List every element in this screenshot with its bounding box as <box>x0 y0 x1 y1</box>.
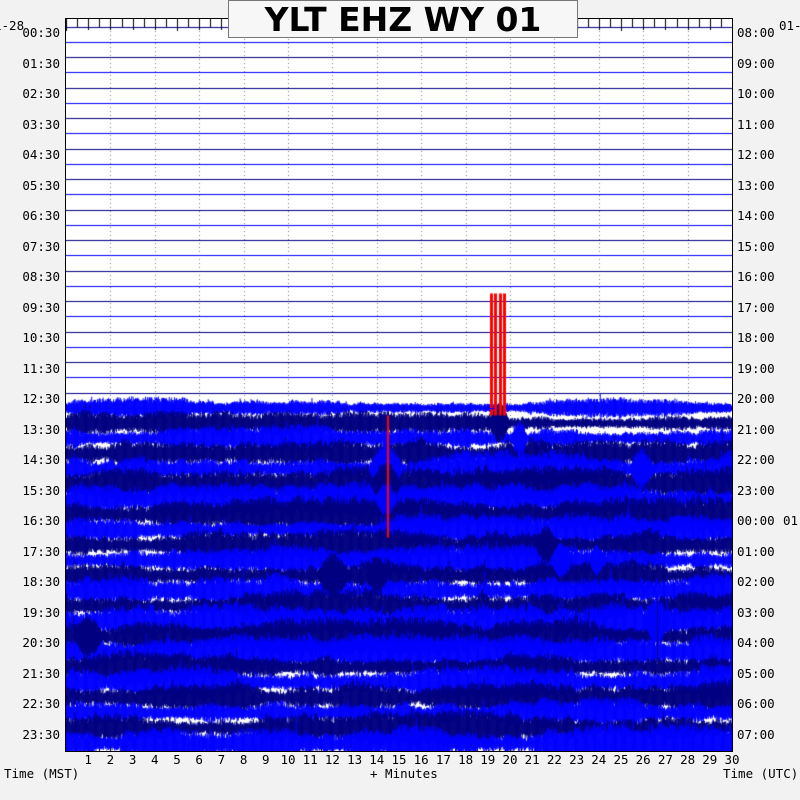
minute-tick-label: 2 <box>106 752 115 767</box>
right-time-label: 20:00 <box>737 391 775 407</box>
left-time-label: 09:30 <box>22 299 60 315</box>
minute-tick-label: 22 <box>546 752 562 767</box>
minute-tick-label: 3 <box>128 752 137 767</box>
left-time-label: 05:30 <box>22 177 60 193</box>
right-time-label: 07:00 <box>737 726 775 742</box>
left-time-label: 01:30 <box>22 55 60 71</box>
left-time-label: 06:30 <box>22 208 60 224</box>
minute-tick-label: 16 <box>413 752 429 767</box>
left-time-label: 14:30 <box>22 452 60 468</box>
chart-title: YLT EHZ WY 01 <box>264 0 542 39</box>
minute-tick-label: 20 <box>502 752 518 767</box>
right-time-label: 19:00 <box>737 360 775 376</box>
minute-tick-label: 4 <box>151 752 159 767</box>
right-time-label: 03:00 <box>737 604 775 620</box>
minute-tick-label: 18 <box>458 752 474 767</box>
right-time-label: 09:00 <box>737 55 775 71</box>
minute-tick-label: 1 <box>84 752 92 767</box>
right-time-label: 17:00 <box>737 299 775 315</box>
minute-tick-label: 29 <box>702 752 718 767</box>
left-time-label: 23:30 <box>22 726 60 742</box>
axis-caption-utc: Time (UTC) <box>723 766 799 781</box>
left-time-label: 03:30 <box>22 116 60 132</box>
minute-tick-label: 10 <box>280 752 296 767</box>
right-time-label: 23:00 <box>737 482 775 498</box>
minute-tick-label: 26 <box>635 752 651 767</box>
left-time-label: 02:30 <box>22 86 60 102</box>
minute-tick-label: 27 <box>657 752 673 767</box>
minute-tick-label: 13 <box>347 752 363 767</box>
right-time-label: 06:00 <box>737 696 775 712</box>
right-time-label: 01:00 <box>737 543 775 559</box>
left-time-label: 13:30 <box>22 421 60 437</box>
left-time-label: 15:30 <box>22 482 60 498</box>
right-time-label: 00:00 <box>737 513 775 529</box>
minute-tick-label: 12 <box>324 752 340 767</box>
right-time-label: 22:00 <box>737 452 775 468</box>
right-time-label: 02:00 <box>737 574 775 590</box>
right-time-label: 05:00 <box>737 665 775 681</box>
minute-tick-label: 7 <box>217 752 226 767</box>
left-time-label: 18:30 <box>22 574 60 590</box>
left-time-label: 21:30 <box>22 665 60 681</box>
left-time-label: 22:30 <box>22 696 60 712</box>
left-time-label: 12:30 <box>22 391 60 407</box>
date-rollover-label: 01-29 <box>783 513 800 529</box>
minute-tick-label: 23 <box>569 752 585 767</box>
left-time-label: 20:30 <box>22 635 60 651</box>
left-time-label: 17:30 <box>22 543 60 559</box>
left-time-label: 04:30 <box>22 147 60 163</box>
right-time-label: 21:00 <box>737 421 775 437</box>
minute-tick-label: 5 <box>173 752 181 767</box>
left-time-label: 07:30 <box>22 238 60 254</box>
minute-tick-label: 8 <box>239 752 248 767</box>
right-time-label: 08:00 <box>737 25 775 41</box>
axis-caption-minutes: + Minutes <box>370 766 438 781</box>
seismogram-canvas <box>66 19 732 751</box>
right-time-label: 15:00 <box>737 238 775 254</box>
right-time-label: 11:00 <box>737 116 775 132</box>
minute-tick-label: 28 <box>680 752 696 767</box>
right-time-label: 12:00 <box>737 147 775 163</box>
minute-tick-label: 21 <box>524 752 540 767</box>
right-time-label: 10:00 <box>737 86 775 102</box>
left-time-label: 19:30 <box>22 604 60 620</box>
minute-tick-label: 19 <box>480 752 496 767</box>
minute-tick-label: 17 <box>435 752 451 767</box>
right-time-label: 13:00 <box>737 177 775 193</box>
right-time-label: 04:00 <box>737 635 775 651</box>
axis-caption-mst: Time (MST) <box>4 766 80 781</box>
minute-tick-label: 25 <box>613 752 629 767</box>
left-time-label: 10:30 <box>22 330 60 346</box>
minute-tick-label: 14 <box>369 752 385 767</box>
chart-title-box: YLT EHZ WY 01 <box>228 0 578 38</box>
minute-tick-label: 11 <box>302 752 318 767</box>
minute-tick-label: 30 <box>724 752 740 767</box>
minute-tick-label: 15 <box>391 752 407 767</box>
minute-tick-label: 6 <box>195 752 203 767</box>
right-time-label: 18:00 <box>737 330 775 346</box>
left-time-label: 16:30 <box>22 513 60 529</box>
minute-tick-label: 9 <box>262 752 270 767</box>
date-label-top-right: 01-2 <box>779 18 800 33</box>
minute-tick-label: 24 <box>591 752 607 767</box>
left-time-label: 00:30 <box>22 25 60 41</box>
right-time-label: 14:00 <box>737 208 775 224</box>
date-label-top-left: 1-28 <box>0 18 25 33</box>
trace-plot-area <box>65 18 733 752</box>
left-time-label: 11:30 <box>22 360 60 376</box>
left-time-label: 08:30 <box>22 269 60 285</box>
right-time-label: 16:00 <box>737 269 775 285</box>
